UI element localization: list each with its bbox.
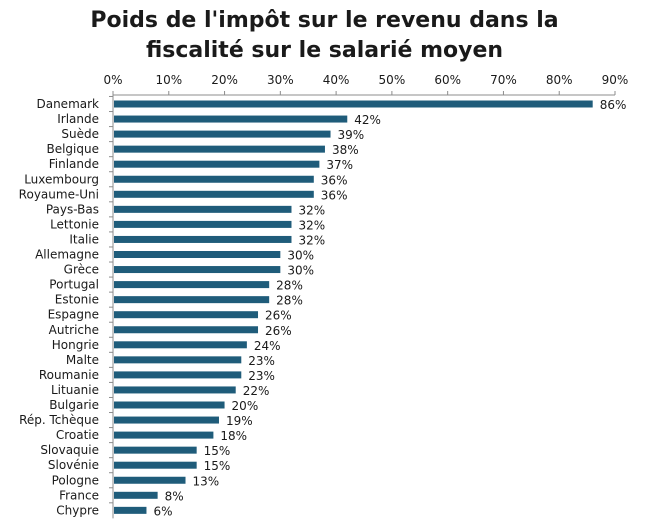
- data-label-18: 23%: [248, 369, 275, 383]
- bar-0: [114, 100, 593, 108]
- data-label-22: 18%: [220, 429, 247, 443]
- bar-25: [114, 476, 186, 484]
- data-label-5: 36%: [321, 173, 348, 187]
- category-label-25: Pologne: [52, 473, 99, 487]
- bar-19: [114, 386, 236, 394]
- category-label-19: Lituanie: [51, 383, 99, 397]
- x-tick-label-8: 80%: [546, 73, 573, 87]
- bar-22: [114, 431, 214, 439]
- chart-title-line-1: Poids de l'impôt sur le revenu dans la: [90, 8, 559, 33]
- data-label-13: 28%: [276, 294, 303, 308]
- bar-16: [114, 341, 247, 349]
- x-tick-label-3: 30%: [267, 73, 294, 87]
- data-label-2: 39%: [338, 128, 365, 142]
- bar-9: [114, 235, 292, 243]
- chart-title-line-2: fiscalité sur le salarié moyen: [145, 38, 504, 63]
- data-label-12: 28%: [276, 279, 303, 293]
- data-label-3: 38%: [332, 143, 359, 157]
- bar-11: [114, 266, 281, 274]
- bar-7: [114, 205, 292, 213]
- category-label-3: Belgique: [46, 142, 99, 156]
- data-label-15: 26%: [265, 324, 292, 338]
- category-label-6: Royaume-Uni: [19, 187, 99, 201]
- data-label-6: 36%: [321, 188, 348, 202]
- bar-23: [114, 446, 197, 454]
- category-label-8: Lettonie: [50, 217, 99, 231]
- bar-13: [114, 296, 270, 304]
- bar-8: [114, 220, 292, 228]
- category-label-0: Danemark: [36, 97, 99, 111]
- data-label-20: 20%: [232, 399, 259, 413]
- data-label-26: 8%: [165, 489, 184, 503]
- category-label-20: Bulgarie: [49, 398, 99, 412]
- data-label-4: 37%: [326, 158, 353, 172]
- category-label-5: Luxembourg: [24, 172, 99, 186]
- category-label-9: Italie: [69, 232, 99, 246]
- data-label-7: 32%: [298, 203, 325, 217]
- category-label-26: France: [59, 488, 99, 502]
- category-label-24: Slovénie: [48, 458, 99, 472]
- data-label-21: 19%: [226, 414, 253, 428]
- x-tick-label-1: 10%: [155, 73, 182, 87]
- data-label-0: 86%: [600, 98, 627, 112]
- category-label-4: Finlande: [49, 157, 99, 171]
- bar-27: [114, 506, 147, 514]
- bar-6: [114, 190, 314, 198]
- bar-12: [114, 281, 270, 289]
- category-label-2: Suède: [61, 127, 99, 141]
- category-label-27: Chypre: [56, 503, 99, 517]
- x-tick-label-0: 0%: [103, 73, 122, 87]
- bar-15: [114, 326, 259, 334]
- bar-14: [114, 311, 259, 319]
- data-label-9: 32%: [298, 233, 325, 247]
- category-label-13: Estonie: [55, 293, 99, 307]
- bar-26: [114, 491, 158, 499]
- category-label-1: Irlande: [57, 112, 99, 126]
- bar-17: [114, 356, 242, 364]
- x-tick-label-2: 20%: [211, 73, 238, 87]
- category-label-16: Hongrie: [52, 338, 99, 352]
- x-tick-label-6: 60%: [434, 73, 461, 87]
- category-label-18: Roumanie: [39, 368, 99, 382]
- data-label-8: 32%: [298, 218, 325, 232]
- data-label-14: 26%: [265, 309, 292, 323]
- data-label-24: 15%: [204, 459, 231, 473]
- x-tick-label-7: 70%: [490, 73, 517, 87]
- category-label-12: Portugal: [49, 278, 99, 292]
- category-label-15: Autriche: [49, 323, 99, 337]
- category-label-11: Grèce: [64, 263, 99, 277]
- category-label-10: Allemagne: [35, 248, 99, 262]
- category-label-17: Malte: [66, 353, 99, 367]
- data-label-10: 30%: [287, 249, 314, 263]
- bar-1: [114, 115, 348, 123]
- data-label-1: 42%: [354, 113, 381, 127]
- category-label-22: Croatie: [56, 428, 99, 442]
- bar-24: [114, 461, 197, 469]
- category-label-7: Pays-Bas: [46, 202, 99, 216]
- category-label-23: Slovaquie: [40, 443, 99, 457]
- bar-20: [114, 401, 225, 409]
- x-tick-label-5: 50%: [379, 73, 406, 87]
- category-label-21: Rép. Tchèque: [19, 413, 99, 427]
- chart-title: Poids de l'impôt sur le revenu dans la f…: [0, 6, 649, 66]
- data-label-23: 15%: [204, 444, 231, 458]
- data-label-19: 22%: [243, 384, 270, 398]
- x-tick-label-4: 40%: [323, 73, 350, 87]
- bar-10: [114, 251, 281, 258]
- bar-3: [114, 145, 325, 153]
- data-label-27: 6%: [153, 504, 172, 518]
- bar-5: [114, 175, 314, 183]
- category-label-14: Espagne: [48, 308, 99, 322]
- bar-2: [114, 130, 331, 138]
- bar-21: [114, 416, 219, 424]
- data-label-16: 24%: [254, 339, 281, 353]
- data-label-25: 13%: [193, 474, 220, 488]
- bar-4: [114, 160, 320, 168]
- data-label-17: 23%: [248, 354, 275, 368]
- x-tick-label-9: 90%: [602, 73, 629, 87]
- data-label-11: 30%: [287, 264, 314, 278]
- bar-18: [114, 371, 242, 379]
